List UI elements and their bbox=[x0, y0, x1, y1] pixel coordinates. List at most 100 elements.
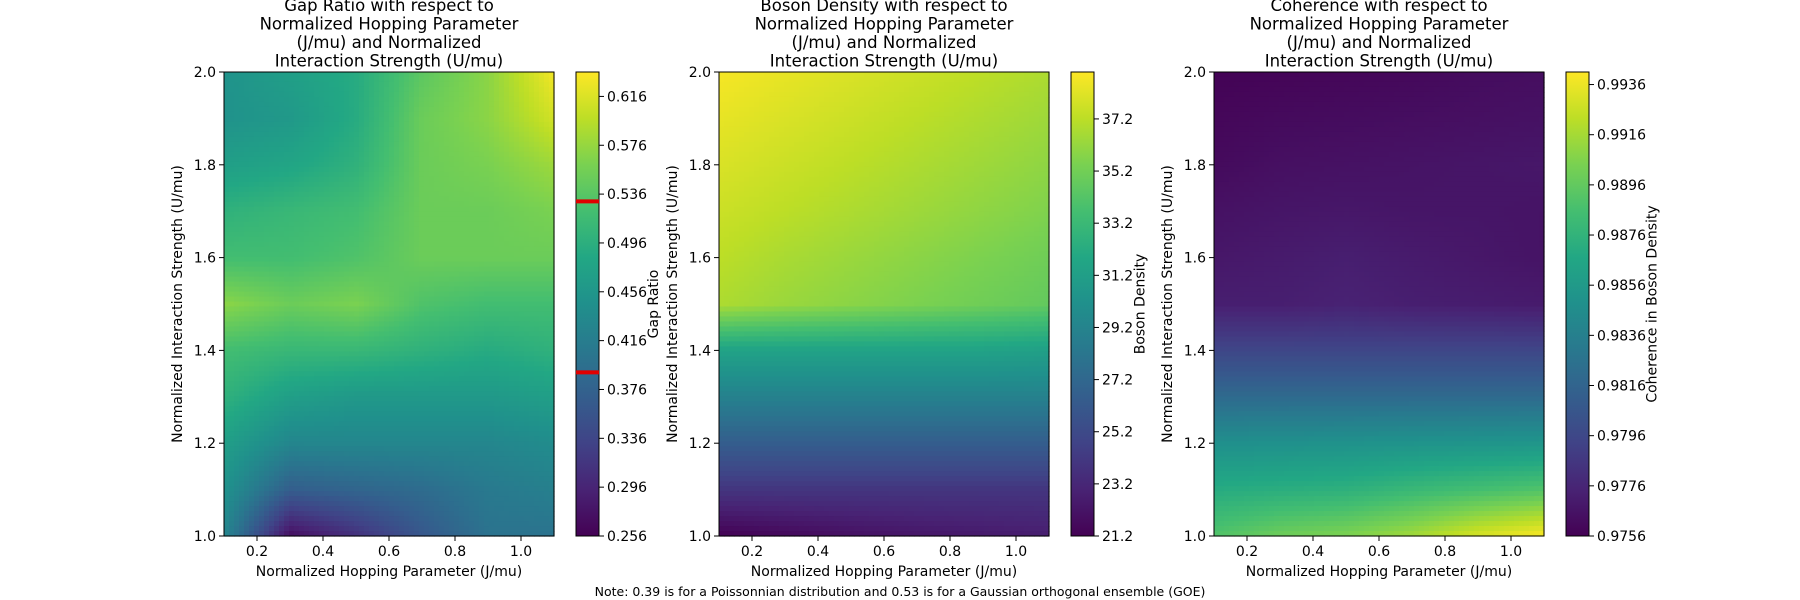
heatmap-cell bbox=[509, 201, 515, 208]
heatmap-cell bbox=[489, 396, 495, 402]
heatmap-cell bbox=[229, 411, 235, 417]
heatmap-cell bbox=[509, 416, 515, 422]
heatmap-cell bbox=[484, 281, 490, 288]
heatmap-cell bbox=[289, 396, 295, 402]
heatmap-cell bbox=[284, 191, 290, 198]
heatmap-cell bbox=[414, 81, 420, 88]
heatmap-cell bbox=[239, 316, 245, 323]
heatmap-cell bbox=[489, 106, 495, 113]
heatmap-cell bbox=[224, 191, 230, 198]
heatmap-cell bbox=[399, 101, 405, 108]
heatmap-cell bbox=[334, 426, 340, 432]
heatmap-cell bbox=[259, 211, 265, 218]
heatmap-cell bbox=[444, 81, 450, 88]
heatmap-cell bbox=[444, 331, 450, 338]
heatmap-cell bbox=[434, 446, 440, 452]
heatmap-cell bbox=[304, 301, 310, 308]
heatmap-cell bbox=[479, 366, 485, 372]
heatmap-cell bbox=[449, 186, 455, 193]
heatmap-cell bbox=[464, 246, 470, 253]
heatmap-cell bbox=[424, 266, 430, 273]
heatmap-cell bbox=[314, 121, 320, 128]
heatmap-cell bbox=[249, 361, 255, 367]
heatmap-cell bbox=[454, 76, 460, 83]
heatmap-cell bbox=[409, 361, 415, 367]
heatmap-cell bbox=[414, 166, 420, 173]
heatmap-cell bbox=[339, 156, 345, 163]
heatmap-cell bbox=[514, 91, 520, 98]
heatmap-cell bbox=[349, 146, 355, 153]
heatmap-cell bbox=[504, 296, 510, 303]
heatmap-cell bbox=[449, 251, 455, 258]
heatmap-cell bbox=[519, 311, 525, 318]
heatmap-cell bbox=[274, 236, 280, 243]
heatmap-cell bbox=[289, 121, 295, 128]
heatmap-cell bbox=[494, 86, 500, 93]
heatmap-cell bbox=[529, 286, 535, 293]
heatmap-cell bbox=[539, 436, 545, 442]
heatmap-cell bbox=[349, 416, 355, 422]
heatmap-cell bbox=[274, 441, 280, 447]
heatmap-cell bbox=[239, 336, 245, 343]
heatmap-cell bbox=[244, 91, 250, 98]
heatmap-cell bbox=[439, 361, 445, 367]
heatmap-cell bbox=[409, 411, 415, 417]
heatmap-cell bbox=[469, 251, 475, 258]
heatmap-cell bbox=[289, 231, 295, 238]
heatmap-cell bbox=[334, 131, 340, 138]
heatmap-cell bbox=[499, 136, 505, 143]
heatmap-cell bbox=[234, 151, 240, 158]
heatmap-cell bbox=[479, 161, 485, 168]
heatmap-cell bbox=[304, 181, 310, 188]
heatmap-cell bbox=[434, 226, 440, 233]
heatmap-cell bbox=[464, 72, 470, 78]
heatmap-cell bbox=[349, 336, 355, 343]
heatmap-cell bbox=[424, 146, 430, 153]
heatmap-cell bbox=[254, 446, 260, 452]
heatmap-cell bbox=[239, 256, 245, 263]
heatmap-cell bbox=[534, 396, 540, 402]
heatmap-cell bbox=[404, 171, 410, 178]
heatmap-cell bbox=[324, 416, 330, 422]
heatmap-cell bbox=[329, 341, 335, 348]
heatmap-cell bbox=[394, 196, 400, 203]
heatmap-cell bbox=[309, 111, 315, 118]
heatmap-cell bbox=[449, 336, 455, 343]
heatmap-cell bbox=[389, 311, 395, 318]
heatmap-cell bbox=[494, 96, 500, 103]
heatmap-cell bbox=[254, 336, 260, 343]
heatmap-cell bbox=[524, 121, 530, 128]
heatmap-cell bbox=[304, 131, 310, 138]
heatmap-cell bbox=[374, 271, 380, 278]
heatmap-cell bbox=[299, 271, 305, 278]
heatmap-cell bbox=[519, 291, 525, 298]
heatmap-cell bbox=[349, 401, 355, 407]
heatmap-cell bbox=[244, 281, 250, 288]
heatmap-cell bbox=[414, 436, 420, 442]
heatmap-cell bbox=[354, 156, 360, 163]
heatmap-cell bbox=[454, 436, 460, 442]
heatmap-cell bbox=[544, 251, 550, 258]
heatmap-cell bbox=[269, 126, 275, 133]
heatmap-cell bbox=[279, 211, 285, 218]
heatmap-cell bbox=[334, 106, 340, 113]
heatmap-cell bbox=[259, 431, 265, 437]
heatmap-cell bbox=[299, 131, 305, 138]
heatmap-cell bbox=[424, 271, 430, 278]
heatmap-cell bbox=[364, 381, 370, 387]
heatmap-cell bbox=[364, 231, 370, 238]
heatmap-cell bbox=[389, 256, 395, 263]
heatmap-cell bbox=[234, 356, 240, 362]
heatmap-cell bbox=[309, 351, 315, 357]
heatmap-cell bbox=[454, 366, 460, 372]
heatmap-cell bbox=[429, 151, 435, 158]
heatmap-cell bbox=[484, 206, 490, 213]
heatmap-cell bbox=[409, 231, 415, 238]
heatmap-cell bbox=[329, 396, 335, 402]
heatmap-cell bbox=[529, 72, 535, 78]
heatmap-cell bbox=[484, 356, 490, 362]
heatmap-cell bbox=[299, 421, 305, 427]
heatmap-cell bbox=[424, 216, 430, 223]
heatmap-cell bbox=[234, 256, 240, 263]
heatmap-cell bbox=[329, 81, 335, 88]
